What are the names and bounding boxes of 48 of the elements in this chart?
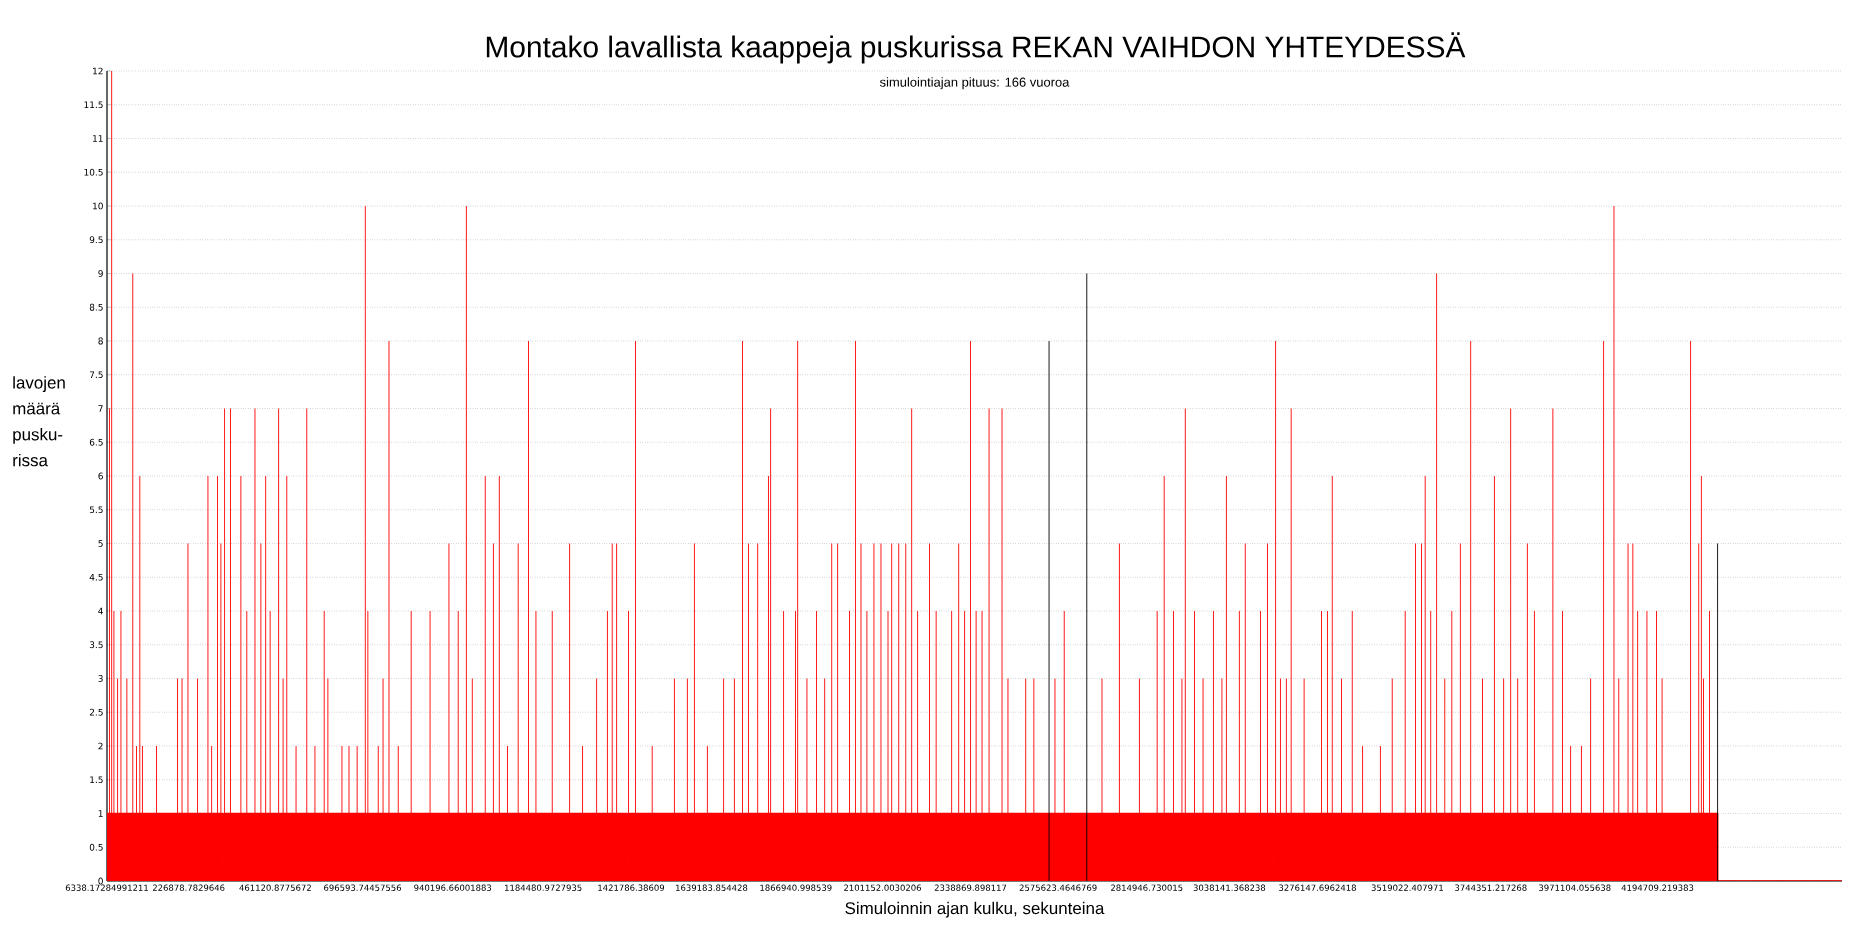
y-tick-label: 7.5 (89, 371, 103, 379)
y-tick-label: 11.5 (84, 101, 103, 109)
y-tick-label: 6.5 (89, 438, 103, 446)
x-tick-label: 226878.7829646 (152, 884, 225, 891)
x-tick-label: 2338869.898117 (934, 884, 1007, 891)
x-tick-label: 2101152.0030206 (844, 884, 922, 891)
x-tick-label: 3038141.368238 (1193, 884, 1266, 891)
y-tick-label: 1 (98, 810, 103, 817)
chart-title: Montako lavallista kaappeja puskurissa REKAN VAIHDON YHTEYDESSÄ (486, 32, 1466, 64)
chart-subtitle: simulointiajan pituus: 166 vuoroa (879, 77, 1070, 90)
y-tick-label: 12 (93, 67, 103, 75)
y-tick-label: 7 (98, 405, 103, 412)
x-tick-label: 1639183.854428 (676, 884, 748, 891)
x-axis-title: Simuloinnin ajan kulku, sekunteina (845, 901, 1105, 918)
y-tick-label: 10.5 (84, 168, 103, 176)
x-tick-label: 940196.66001883 (414, 884, 492, 891)
y-tick-label: 9 (98, 270, 103, 277)
x-tick-label: 3276147.6962418 (1279, 884, 1356, 891)
y-tick-label: 1.5 (90, 776, 103, 784)
x-tick-label: 3971104.055638 (1539, 884, 1611, 891)
y-tick-label: 5.5 (89, 506, 103, 514)
x-tick-label: 3744351.217268 (1455, 884, 1527, 891)
y-tick-label: 3 (98, 675, 103, 682)
y-tick-label: 2 (98, 742, 103, 750)
y-tick-label: 2.5 (89, 708, 103, 716)
y-tick-label: 5 (98, 540, 103, 547)
x-tick-label: 4194709.219383 (1621, 884, 1694, 891)
y-tick-label: 3.5 (89, 641, 103, 649)
y-tick-label: 6 (98, 472, 103, 480)
x-tick-label: 3519022.407971 (1371, 884, 1443, 891)
x-tick-label: 2575623.4646769 (1019, 884, 1097, 891)
y-tick-label: 8 (98, 337, 103, 345)
y-tick-label: 4.5 (89, 573, 103, 581)
x-tick-label: 461120.8775672 (239, 884, 311, 891)
y-tick-label: 9.5 (89, 236, 103, 244)
x-tick-label: 696593.74457556 (324, 884, 402, 891)
y-tick-label: 4 (98, 607, 103, 615)
x-tick-label: 6338.17284991211 (65, 884, 148, 891)
y-tick-label: 0.5 (89, 843, 103, 851)
x-tick-label: 1421786.38609 (598, 884, 665, 891)
y-tick-label: 8.5 (89, 303, 103, 311)
y-tick-label: 0 (98, 877, 103, 885)
y-axis-title: lavojen määrä pusku-rissa (13, 376, 65, 467)
x-tick-label: 1184480.9727935 (505, 884, 582, 891)
y-tick-label: 11 (93, 135, 103, 142)
x-tick-label: 2814946.730015 (1111, 884, 1183, 891)
x-tick-label: 1866940.998539 (760, 884, 832, 891)
y-tick-label: 10 (93, 202, 103, 210)
